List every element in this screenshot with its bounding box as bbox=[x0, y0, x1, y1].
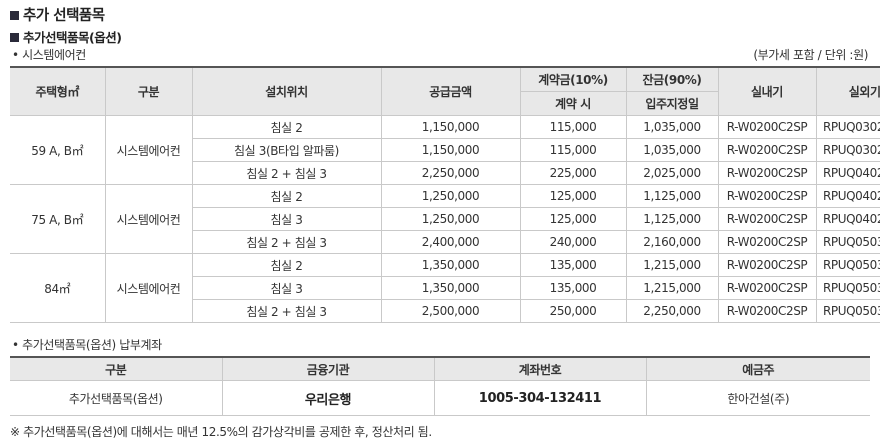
balance-cell: 1,215,000 bbox=[625, 253, 719, 277]
type-cell: 75 A, B㎡ bbox=[10, 184, 106, 254]
location-cell: 침실 2 bbox=[191, 184, 382, 208]
balance-cell: 1,215,000 bbox=[625, 276, 719, 300]
outdoor-cell: RPUQ0402S2R bbox=[815, 207, 880, 231]
deposit-cell: 115,000 bbox=[519, 115, 627, 139]
outdoor-cell: RPUQ0503S2R bbox=[815, 276, 880, 300]
account-bank-cell: 우리은행 bbox=[221, 380, 435, 416]
indoor-cell: R-W0200C2SP bbox=[717, 161, 817, 185]
table-row: 침실 3(B타입 알파룸) 1,150,000 115,000 1,035,00… bbox=[10, 138, 880, 162]
balance-cell: 1,035,000 bbox=[625, 115, 719, 139]
table-row: 75 A, B㎡ 시스템에어컨 침실 2 1,250,000 125,000 1… bbox=[10, 184, 880, 254]
outdoor-cell: RPUQ0302S2R bbox=[815, 138, 880, 162]
header-outdoor: 실외기 bbox=[815, 66, 880, 116]
table-row: 침실 2 + 침실 3 2,400,000 240,000 2,160,000 … bbox=[10, 230, 880, 254]
outdoor-cell: RPUQ0503S2R bbox=[815, 230, 880, 254]
header-indoor: 실내기 bbox=[717, 66, 817, 116]
subsection-account: • 추가선택품목(옵션) 납부계좌 bbox=[12, 338, 162, 352]
location-cell: 침실 3 bbox=[191, 276, 382, 300]
deposit-cell: 225,000 bbox=[519, 161, 627, 185]
account-holder-cell: 한아건설(주) bbox=[645, 380, 870, 416]
supply-cell: 2,250,000 bbox=[380, 161, 521, 185]
supply-cell: 2,500,000 bbox=[380, 299, 521, 323]
supply-cell: 1,250,000 bbox=[380, 184, 521, 208]
header-balance-sub: 입주지정일 bbox=[625, 91, 719, 116]
indoor-cell: R-W0200C2SP bbox=[717, 138, 817, 162]
balance-cell: 1,125,000 bbox=[625, 184, 719, 208]
option-price-table: 주택형㎡ 구분 설치위치 공급금액 계약금(10%) 잔금(90%) 실내기 실… bbox=[10, 66, 880, 323]
location-cell: 침실 2 + 침실 3 bbox=[191, 299, 382, 323]
page-title: 추가 선택품목 bbox=[10, 4, 105, 25]
deposit-cell: 115,000 bbox=[519, 138, 627, 162]
subsection-aircon: • 시스템에어컨 bbox=[12, 48, 86, 62]
header-category: 구분 bbox=[104, 66, 193, 116]
type-cell: 84㎡ bbox=[10, 253, 106, 323]
balance-cell: 1,125,000 bbox=[625, 207, 719, 231]
account-category-cell: 추가선택품목(옵션) bbox=[10, 380, 223, 416]
deposit-cell: 240,000 bbox=[519, 230, 627, 254]
account-header-category: 구분 bbox=[10, 356, 223, 381]
supply-cell: 1,150,000 bbox=[380, 115, 521, 139]
table-row: 59 A, B㎡ 시스템에어컨 침실 2 1,150,000 115,000 1… bbox=[10, 115, 880, 185]
outdoor-cell: RPUQ0402S2R bbox=[815, 184, 880, 208]
deposit-cell: 125,000 bbox=[519, 207, 627, 231]
footnote: ※ 추가선택품목(옵션)에 대해서는 매년 12.5%의 감가상각비를 공제한 … bbox=[10, 425, 432, 439]
balance-cell: 2,160,000 bbox=[625, 230, 719, 254]
indoor-cell: R-W0200C2SP bbox=[717, 230, 817, 254]
deposit-cell: 125,000 bbox=[519, 184, 627, 208]
indoor-cell: R-W0200C2SP bbox=[717, 207, 817, 231]
table-row: 84㎡ 시스템에어컨 침실 2 1,350,000 135,000 1,215,… bbox=[10, 253, 880, 323]
deposit-cell: 250,000 bbox=[519, 299, 627, 323]
supply-cell: 1,350,000 bbox=[380, 276, 521, 300]
account-header-bank: 금융기관 bbox=[221, 356, 435, 381]
outdoor-cell: RPUQ0503S2R bbox=[815, 299, 880, 323]
category-cell: 시스템에어컨 bbox=[104, 184, 193, 254]
section-title: 추가선택품목(옵션) bbox=[10, 27, 122, 46]
unit-note: (부가세 포함 / 단위 :원) bbox=[753, 48, 868, 62]
supply-cell: 1,350,000 bbox=[380, 253, 521, 277]
location-cell: 침실 3(B타입 알파룸) bbox=[191, 138, 382, 162]
indoor-cell: R-W0200C2SP bbox=[717, 184, 817, 208]
balance-cell: 2,025,000 bbox=[625, 161, 719, 185]
location-cell: 침실 2 bbox=[191, 115, 382, 139]
header-type: 주택형㎡ bbox=[10, 66, 106, 116]
outdoor-cell: RPUQ0302S2R bbox=[815, 115, 880, 139]
header-deposit: 계약금(10%) bbox=[519, 66, 627, 92]
supply-cell: 1,250,000 bbox=[380, 207, 521, 231]
header-location: 설치위치 bbox=[191, 66, 382, 116]
outdoor-cell: RPUQ0503S2R bbox=[815, 253, 880, 277]
deposit-cell: 135,000 bbox=[519, 253, 627, 277]
square-bullet-icon bbox=[10, 11, 19, 20]
header-supply: 공급금액 bbox=[380, 66, 521, 116]
indoor-cell: R-W0200C2SP bbox=[717, 253, 817, 277]
header-balance: 잔금(90%) bbox=[625, 66, 719, 92]
section-title-text: 추가선택품목(옵션) bbox=[23, 30, 122, 45]
balance-cell: 2,250,000 bbox=[625, 299, 719, 323]
indoor-cell: R-W0200C2SP bbox=[717, 276, 817, 300]
square-bullet-icon bbox=[10, 33, 19, 42]
location-cell: 침실 3 bbox=[191, 207, 382, 231]
account-header-holder: 예금주 bbox=[645, 356, 870, 381]
balance-cell: 1,035,000 bbox=[625, 138, 719, 162]
type-cell: 59 A, B㎡ bbox=[10, 115, 106, 185]
account-header-account-no: 계좌번호 bbox=[433, 356, 647, 381]
supply-cell: 2,400,000 bbox=[380, 230, 521, 254]
deposit-cell: 135,000 bbox=[519, 276, 627, 300]
payment-account-table: 구분 금융기관 계좌번호 예금주 추가선택품목(옵션) 우리은행 1005-30… bbox=[10, 356, 870, 416]
indoor-cell: R-W0200C2SP bbox=[717, 115, 817, 139]
table-row: 침실 2 + 침실 3 2,500,000 250,000 2,250,000 … bbox=[10, 299, 880, 323]
table-row: 추가선택품목(옵션) 우리은행 1005-304-132411 한아건설(주) bbox=[10, 380, 870, 416]
location-cell: 침실 2 + 침실 3 bbox=[191, 230, 382, 254]
supply-cell: 1,150,000 bbox=[380, 138, 521, 162]
table-row: 침실 2 + 침실 3 2,250,000 225,000 2,025,000 … bbox=[10, 161, 880, 185]
category-cell: 시스템에어컨 bbox=[104, 253, 193, 323]
location-cell: 침실 2 bbox=[191, 253, 382, 277]
category-cell: 시스템에어컨 bbox=[104, 115, 193, 185]
header-deposit-sub: 계약 시 bbox=[519, 91, 627, 116]
location-cell: 침실 2 + 침실 3 bbox=[191, 161, 382, 185]
indoor-cell: R-W0200C2SP bbox=[717, 299, 817, 323]
outdoor-cell: RPUQ0402S2R bbox=[815, 161, 880, 185]
account-number-cell: 1005-304-132411 bbox=[433, 380, 647, 416]
page-title-text: 추가 선택품목 bbox=[23, 8, 105, 24]
